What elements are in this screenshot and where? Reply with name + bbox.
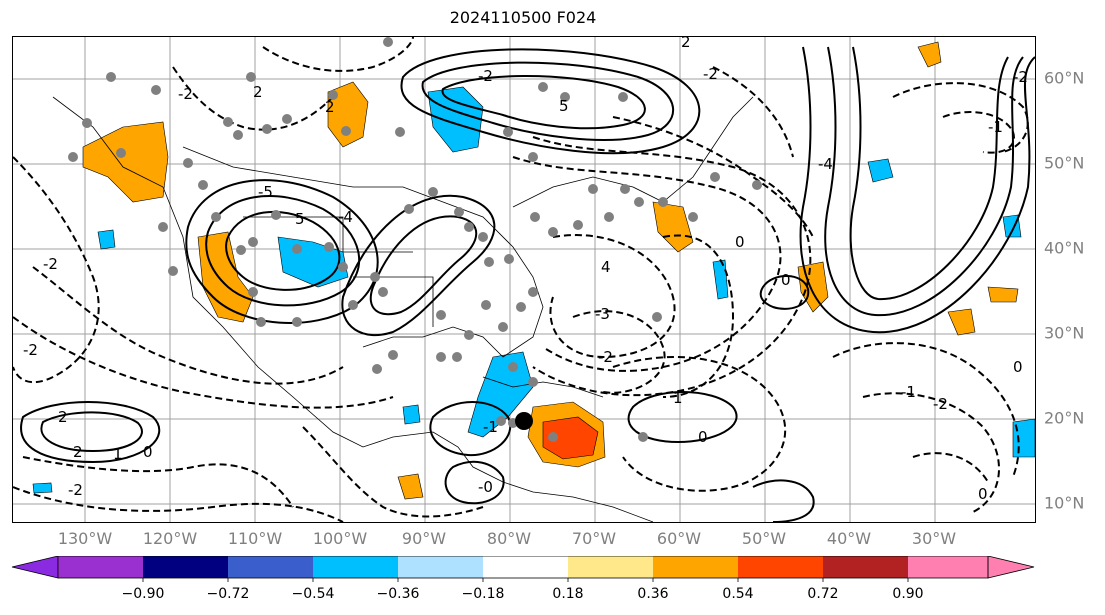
contour-label: -4 — [338, 208, 353, 226]
colorbar — [11, 556, 1035, 582]
contour-label: 1 — [673, 389, 683, 407]
contour-label: -2 — [478, 67, 493, 85]
colorbar-tick-label: −0.72 — [206, 586, 250, 602]
contour-label: -2 — [23, 341, 38, 359]
lon-label: 110°W — [227, 529, 283, 548]
storm-center-marker — [515, 412, 533, 430]
contour-label: 0 — [781, 271, 791, 289]
contour-label: -2 — [933, 395, 948, 413]
colorbar-high-extension — [987, 556, 1035, 579]
contour-label: 2 — [73, 443, 83, 461]
positive-contours — [20, 46, 1035, 522]
graticule — [13, 37, 1035, 522]
contour-label: -2 — [68, 481, 83, 499]
colorbar-tick-label: 0.72 — [807, 586, 839, 602]
colorbar-segment — [58, 556, 143, 578]
station-dots — [68, 37, 762, 442]
colorbar-tick-label: −0.18 — [461, 586, 505, 602]
lon-label: 30°W — [911, 529, 957, 548]
contour-label: -1 — [988, 118, 1003, 136]
lon-label: 130°W — [57, 529, 113, 548]
contour-label: 0 — [735, 233, 745, 251]
contour-label: 2 — [325, 98, 335, 116]
contour-label: -2 — [598, 348, 613, 366]
contour-label: 5 — [295, 210, 305, 228]
map-area: -2 -2 -2 2 5 -4 -5 2 -2 5 2 4 -3 -2 -2 -… — [12, 36, 1036, 523]
colorbar-segment — [313, 556, 398, 578]
colorbar-tick-label: 0.90 — [892, 586, 924, 602]
contour-label: -5 — [258, 183, 273, 201]
contour-label: 4 — [601, 258, 611, 276]
colorbar-segment — [738, 556, 823, 578]
lat-label: 40°N — [1044, 238, 1085, 258]
colorbar-segment — [568, 556, 653, 578]
contour-label: -4 — [818, 155, 833, 173]
colorbar-segment — [398, 556, 483, 578]
lat-label: 60°N — [1044, 68, 1085, 88]
colorbar-segment — [908, 556, 988, 578]
lon-label: 40°W — [826, 529, 872, 548]
colorbar-segment — [823, 556, 908, 578]
colorbar-segment — [143, 556, 228, 578]
lat-label: 50°N — [1044, 153, 1085, 173]
colorbar-segment — [653, 556, 738, 578]
lon-label: 100°W — [312, 529, 368, 548]
lon-label: 70°W — [571, 529, 617, 548]
contour-label: 1 — [113, 445, 123, 463]
colorbar-outline — [57, 556, 989, 579]
lat-label: 20°N — [1044, 408, 1085, 428]
contour-labels: -2 -2 -2 2 5 -4 -5 2 -2 5 2 4 -3 -2 -2 -… — [23, 37, 1028, 503]
lon-label: 120°W — [142, 529, 198, 548]
lat-label: 30°N — [1044, 323, 1085, 343]
contour-label: 0 — [1013, 358, 1023, 376]
lon-label: 60°W — [656, 529, 702, 548]
lon-label: 50°W — [741, 529, 787, 548]
contour-label: -3 — [595, 305, 610, 323]
colorbar-low-extension — [11, 556, 59, 579]
contour-label: -2 — [43, 255, 58, 273]
colorbar-ticks — [142, 578, 909, 582]
map-canvas: -2 -2 -2 2 5 -4 -5 2 -2 5 2 4 -3 -2 -2 -… — [13, 37, 1035, 522]
colorbar-tick-label: 0.54 — [722, 586, 754, 602]
contour-label: 2 — [681, 37, 691, 51]
contour-label: -1 — [483, 418, 498, 436]
contour-label: -1 — [901, 383, 916, 401]
contour-label: 0 — [978, 485, 988, 503]
colorbar-tick-label: −0.90 — [121, 586, 165, 602]
chart-title: 2024110500 F024 — [449, 8, 597, 27]
colorbar-segment — [228, 556, 313, 578]
lon-label: 80°W — [486, 529, 532, 548]
positive-shading — [82, 41, 1019, 500]
contour-label: 2 — [58, 408, 68, 426]
contour-label: -2 — [703, 65, 718, 83]
contour-label: -0 — [478, 478, 493, 496]
colorbar-tick-label: −0.54 — [291, 586, 335, 602]
colorbar-tick-label: 0.18 — [552, 586, 584, 602]
colorbar-segment — [483, 556, 568, 578]
contour-label: 0 — [698, 428, 708, 446]
colorbar-tick-label: −0.36 — [376, 586, 420, 602]
contour-label: -2 — [178, 85, 193, 103]
lat-label: 10°N — [1044, 493, 1085, 513]
lon-label: 90°W — [401, 529, 447, 548]
contour-label: 5 — [559, 97, 569, 115]
contour-label: 0 — [143, 443, 153, 461]
contour-label: 2 — [253, 83, 263, 101]
contour-label: -2 — [1013, 68, 1028, 86]
negative-contours — [13, 37, 1029, 522]
colorbar-tick-label: 0.36 — [637, 586, 669, 602]
